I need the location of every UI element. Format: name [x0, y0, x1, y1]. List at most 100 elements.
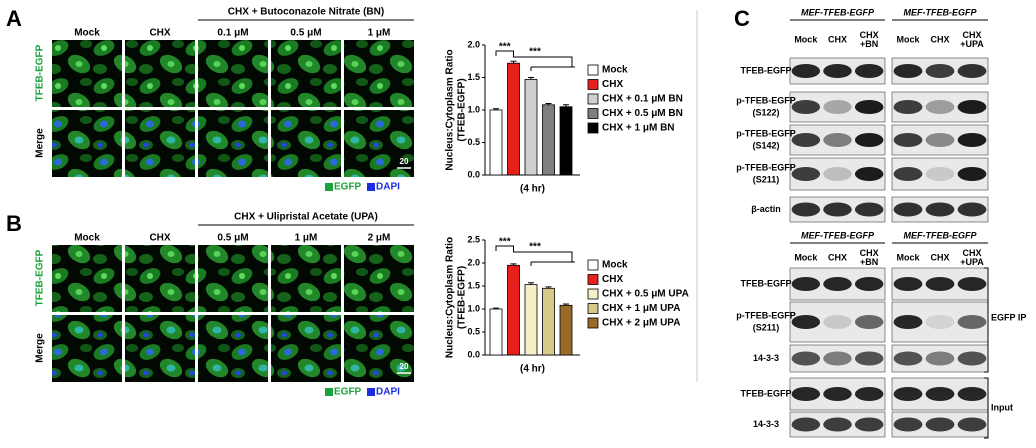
micrograph [125, 110, 195, 177]
legend-label: CHX + 0.1 μM BN [602, 94, 683, 105]
lane-label: CHX [860, 248, 879, 258]
bar [524, 284, 538, 356]
sig-label: *** [529, 47, 541, 58]
lane-label: Mock [896, 252, 920, 262]
sig-bracket [513, 54, 575, 71]
blot-band [925, 387, 955, 401]
scale-label: 20 [400, 362, 409, 371]
blot-band [925, 277, 955, 291]
micrograph [271, 315, 341, 382]
sig-bracket [495, 50, 514, 56]
micrograph [198, 110, 268, 177]
blot-band [823, 417, 852, 432]
blot-band [854, 167, 884, 181]
legend-label: CHX [602, 79, 623, 90]
micrograph [125, 315, 195, 382]
micrograph [52, 245, 122, 312]
blot-band [791, 64, 821, 78]
legend-swatch [325, 183, 333, 191]
blot-band [925, 351, 955, 366]
micrograph [198, 315, 268, 382]
blot-band [823, 277, 852, 291]
blot-band [925, 315, 955, 329]
blot-band [925, 167, 955, 181]
row-label: TFEB-EGFP [35, 44, 46, 101]
legend-swatch [587, 317, 599, 329]
blot-band [854, 315, 884, 329]
blot-band [893, 202, 923, 217]
error-bar [510, 263, 517, 266]
error-bar [545, 103, 552, 105]
blot-band [854, 351, 884, 366]
blot-band [957, 351, 987, 366]
blot-band [893, 387, 923, 401]
lane-label: +BN [860, 257, 878, 267]
lane-label: +BN [860, 39, 878, 49]
micrograph [125, 245, 195, 312]
sig-bracket [513, 249, 575, 266]
blot-band [854, 202, 884, 217]
row-label: β-actin [751, 204, 781, 214]
blot-band [893, 277, 923, 291]
bar [542, 104, 555, 176]
micrograph [344, 315, 414, 382]
column-label: CHX [149, 233, 170, 244]
row-label: 14-3-3 [753, 353, 779, 363]
panel-letter: B [6, 211, 22, 236]
error-bar [493, 108, 499, 110]
bar [524, 79, 538, 176]
row-label: 14-3-3 [753, 419, 779, 429]
blot-band [854, 100, 884, 114]
group-label: EGFP IP [991, 312, 1026, 322]
lane-label: CHX [930, 34, 949, 44]
x-tick-label: (4 hr) [520, 364, 545, 375]
sig-bracket [495, 245, 514, 251]
blot-band [791, 315, 821, 329]
lane-label: Mock [794, 34, 818, 44]
y-tick-label: 0.0 [467, 169, 480, 179]
micrograph [344, 110, 414, 177]
error-bar [563, 303, 569, 306]
sig-label: *** [499, 42, 511, 53]
block-header: MEF-TFEB-EGFP [904, 7, 978, 17]
legend-swatch [587, 259, 599, 271]
bar [507, 62, 520, 176]
column-label: Mock [74, 28, 100, 39]
x-tick-label: (4 hr) [520, 184, 545, 195]
blot-band [893, 64, 923, 78]
y-tick-label: 1.5 [467, 72, 480, 82]
bar [542, 287, 555, 356]
column-label: 1 μM [368, 28, 391, 39]
y-tick-label: 1.0 [467, 104, 480, 114]
legend-swatch [587, 93, 599, 105]
panel-letter: C [734, 6, 750, 31]
micrograph [344, 40, 414, 107]
lane-label: CHX [828, 34, 847, 44]
lane-label: Mock [896, 34, 920, 44]
row-label: (S122) [752, 107, 779, 117]
legend-swatch [587, 64, 599, 76]
y-tick-label: 2.5 [467, 234, 480, 244]
lane-label: CHX [962, 30, 981, 40]
blot-band [854, 64, 884, 78]
lane-label: CHX [930, 252, 949, 262]
y-axis-label: (TFEB-EGFP) [457, 266, 468, 329]
micrograph [271, 40, 341, 107]
lane-label: +UPA [960, 39, 984, 49]
column-label: 2 μM [368, 233, 391, 244]
blot-band [791, 167, 821, 181]
group-label: Input [991, 402, 1013, 412]
blot-band [893, 133, 923, 147]
row-label: TFEB-EGFP [741, 388, 792, 398]
blot-band [893, 417, 923, 432]
blot-band [925, 64, 955, 78]
blot-band [925, 202, 955, 217]
panel-letter: A [6, 6, 22, 31]
lane-label: CHX [860, 30, 879, 40]
bar [559, 106, 573, 176]
blot-band [823, 387, 852, 401]
y-tick-label: 0.0 [467, 349, 480, 359]
error-bar [563, 104, 569, 107]
blot-band [854, 417, 884, 432]
blot-band [957, 417, 987, 432]
